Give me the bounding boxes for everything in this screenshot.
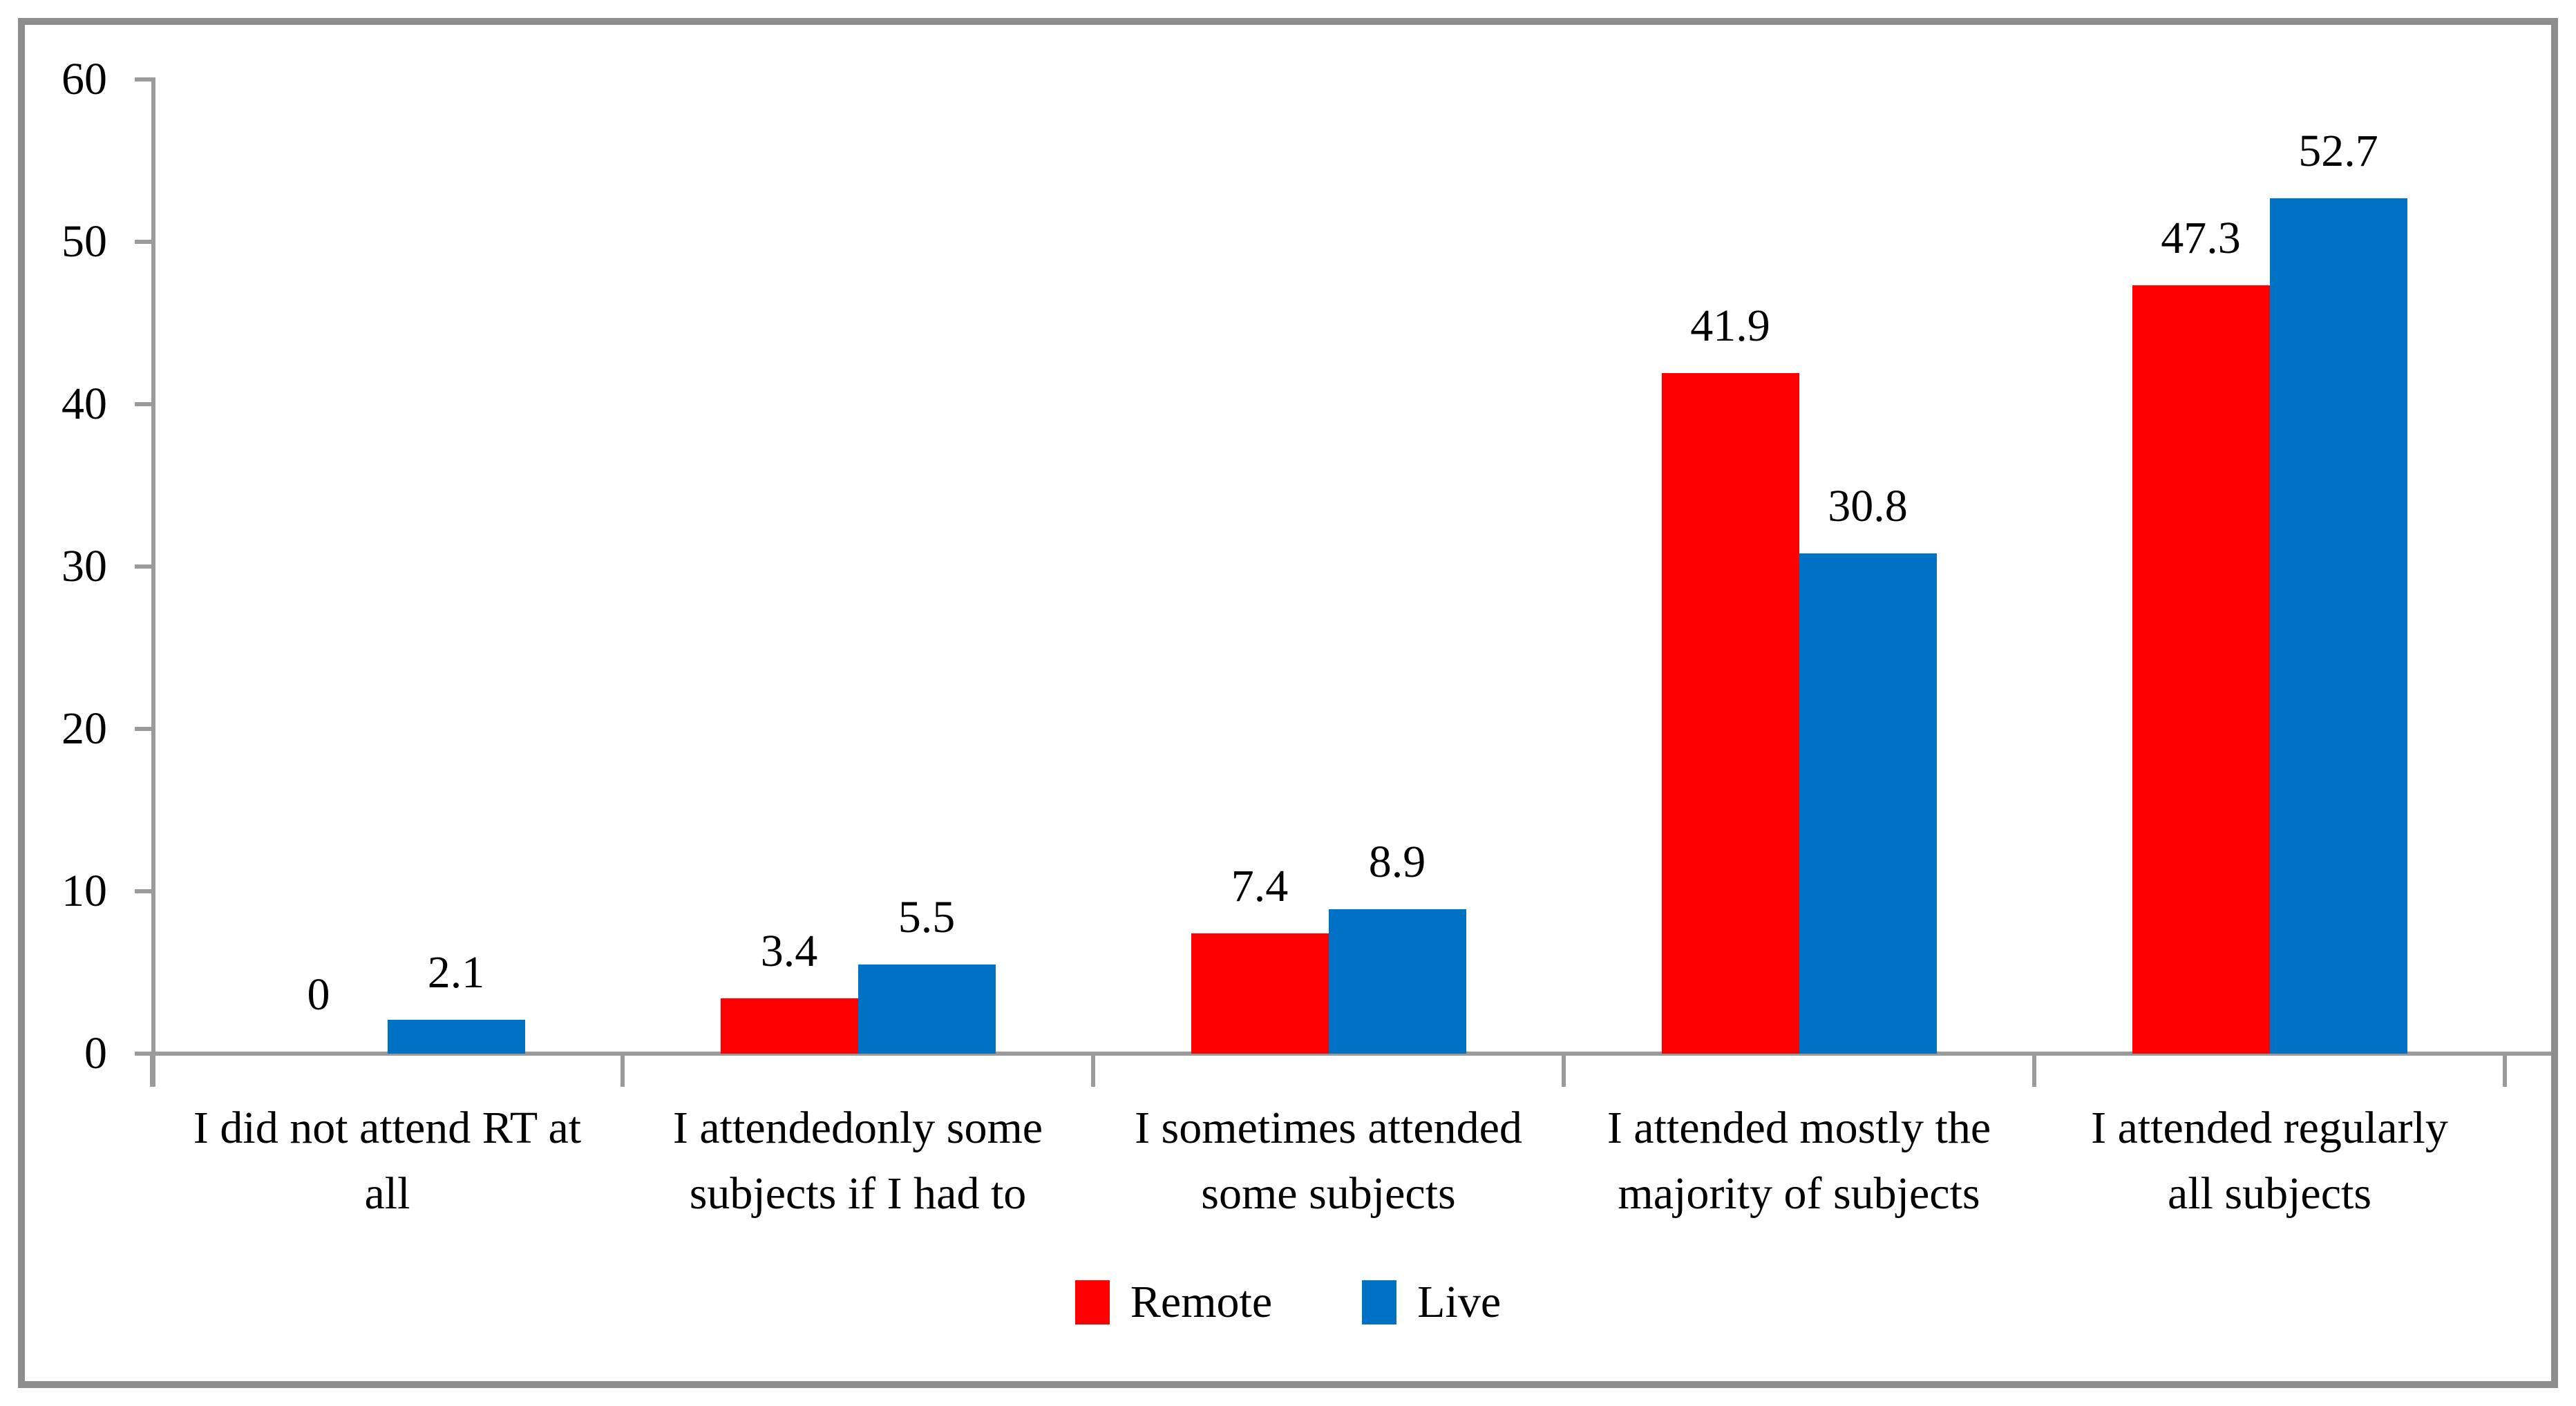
y-tick-mark: [135, 564, 152, 569]
y-tick-mark: [135, 77, 152, 82]
x-axis-line: [135, 1052, 2551, 1056]
bar-value-label: 7.4: [1231, 861, 1289, 912]
category-label-line: I attended regularly: [2091, 1103, 2448, 1153]
y-tick-mark: [135, 889, 152, 893]
category-label-line: majority of subjects: [1618, 1168, 1980, 1219]
x-tick-mark: [621, 1054, 625, 1087]
category-label-line: I attendedonly some: [672, 1103, 1043, 1153]
category-label: I attendedonly some subjects if I had to: [595, 1095, 1121, 1226]
figure-border: [18, 18, 2558, 1388]
bar-remote: [1191, 933, 1329, 1054]
y-tick-label: 20: [61, 703, 107, 754]
legend-label-live: Live: [1417, 1277, 1502, 1327]
x-tick-mark: [2503, 1054, 2507, 1087]
category-label-line: some subjects: [1201, 1168, 1456, 1219]
y-tick-label: 40: [61, 379, 107, 429]
bar-value-label: 0: [307, 969, 330, 1020]
category-label-line: I sometimes attended: [1135, 1103, 1522, 1153]
bar-remote: [2132, 285, 2270, 1054]
y-tick-mark: [135, 402, 152, 406]
bar-live: [2269, 198, 2407, 1054]
bar-value-label: 2.1: [427, 947, 485, 998]
bar-value-label: 52.7: [2298, 125, 2378, 176]
legend-swatch-remote-icon: [1074, 1280, 1110, 1324]
y-tick-label: 60: [61, 54, 107, 104]
bar-value-label: 5.5: [898, 891, 956, 942]
x-tick-mark: [1091, 1054, 1095, 1087]
x-tick-mark: [1562, 1054, 1566, 1087]
y-tick-mark: [135, 240, 152, 244]
y-axis-line: [151, 77, 155, 1087]
bar-live: [858, 964, 996, 1054]
category-label: I did not attend RT at all: [124, 1095, 650, 1226]
bar-value-label: 3.4: [760, 926, 818, 977]
y-tick-label: 30: [61, 541, 107, 591]
category-label-line: I did not attend RT at: [193, 1103, 582, 1153]
bar-remote: [1661, 373, 1799, 1054]
bar-remote: [720, 998, 858, 1054]
category-label-line: all: [364, 1168, 410, 1219]
y-tick-mark: [135, 727, 152, 731]
bar-live: [1799, 553, 1937, 1054]
y-tick-label: 0: [84, 1028, 107, 1079]
category-label: I attended regularly all subjects: [2007, 1095, 2532, 1226]
y-tick-label: 50: [61, 216, 107, 267]
bar-value-label: 8.9: [1368, 836, 1426, 887]
legend: Remote Live: [0, 1275, 2576, 1330]
bar-live: [1328, 909, 1466, 1054]
bar-value-label: 47.3: [2161, 213, 2241, 264]
bar-value-label: 30.8: [1828, 481, 1908, 532]
category-label: I attended mostly the majority of subject…: [1536, 1095, 2062, 1226]
x-tick-mark: [2032, 1054, 2036, 1087]
bar-value-label: 41.9: [1690, 301, 1770, 352]
legend-item-live: Live: [1362, 1275, 1501, 1330]
y-tick-label: 10: [61, 866, 107, 916]
legend-label-remote: Remote: [1130, 1277, 1273, 1327]
category-label-line: subjects if I had to: [689, 1168, 1027, 1219]
category-label: I sometimes attended some subjects: [1066, 1095, 1591, 1226]
x-tick-mark: [150, 1054, 154, 1087]
legend-item-remote: Remote: [1074, 1275, 1273, 1330]
category-label-line: all subjects: [2167, 1168, 2372, 1219]
bar-live: [387, 1019, 525, 1054]
category-label-line: I attended mostly the: [1607, 1103, 1991, 1153]
legend-swatch-live-icon: [1362, 1280, 1397, 1324]
